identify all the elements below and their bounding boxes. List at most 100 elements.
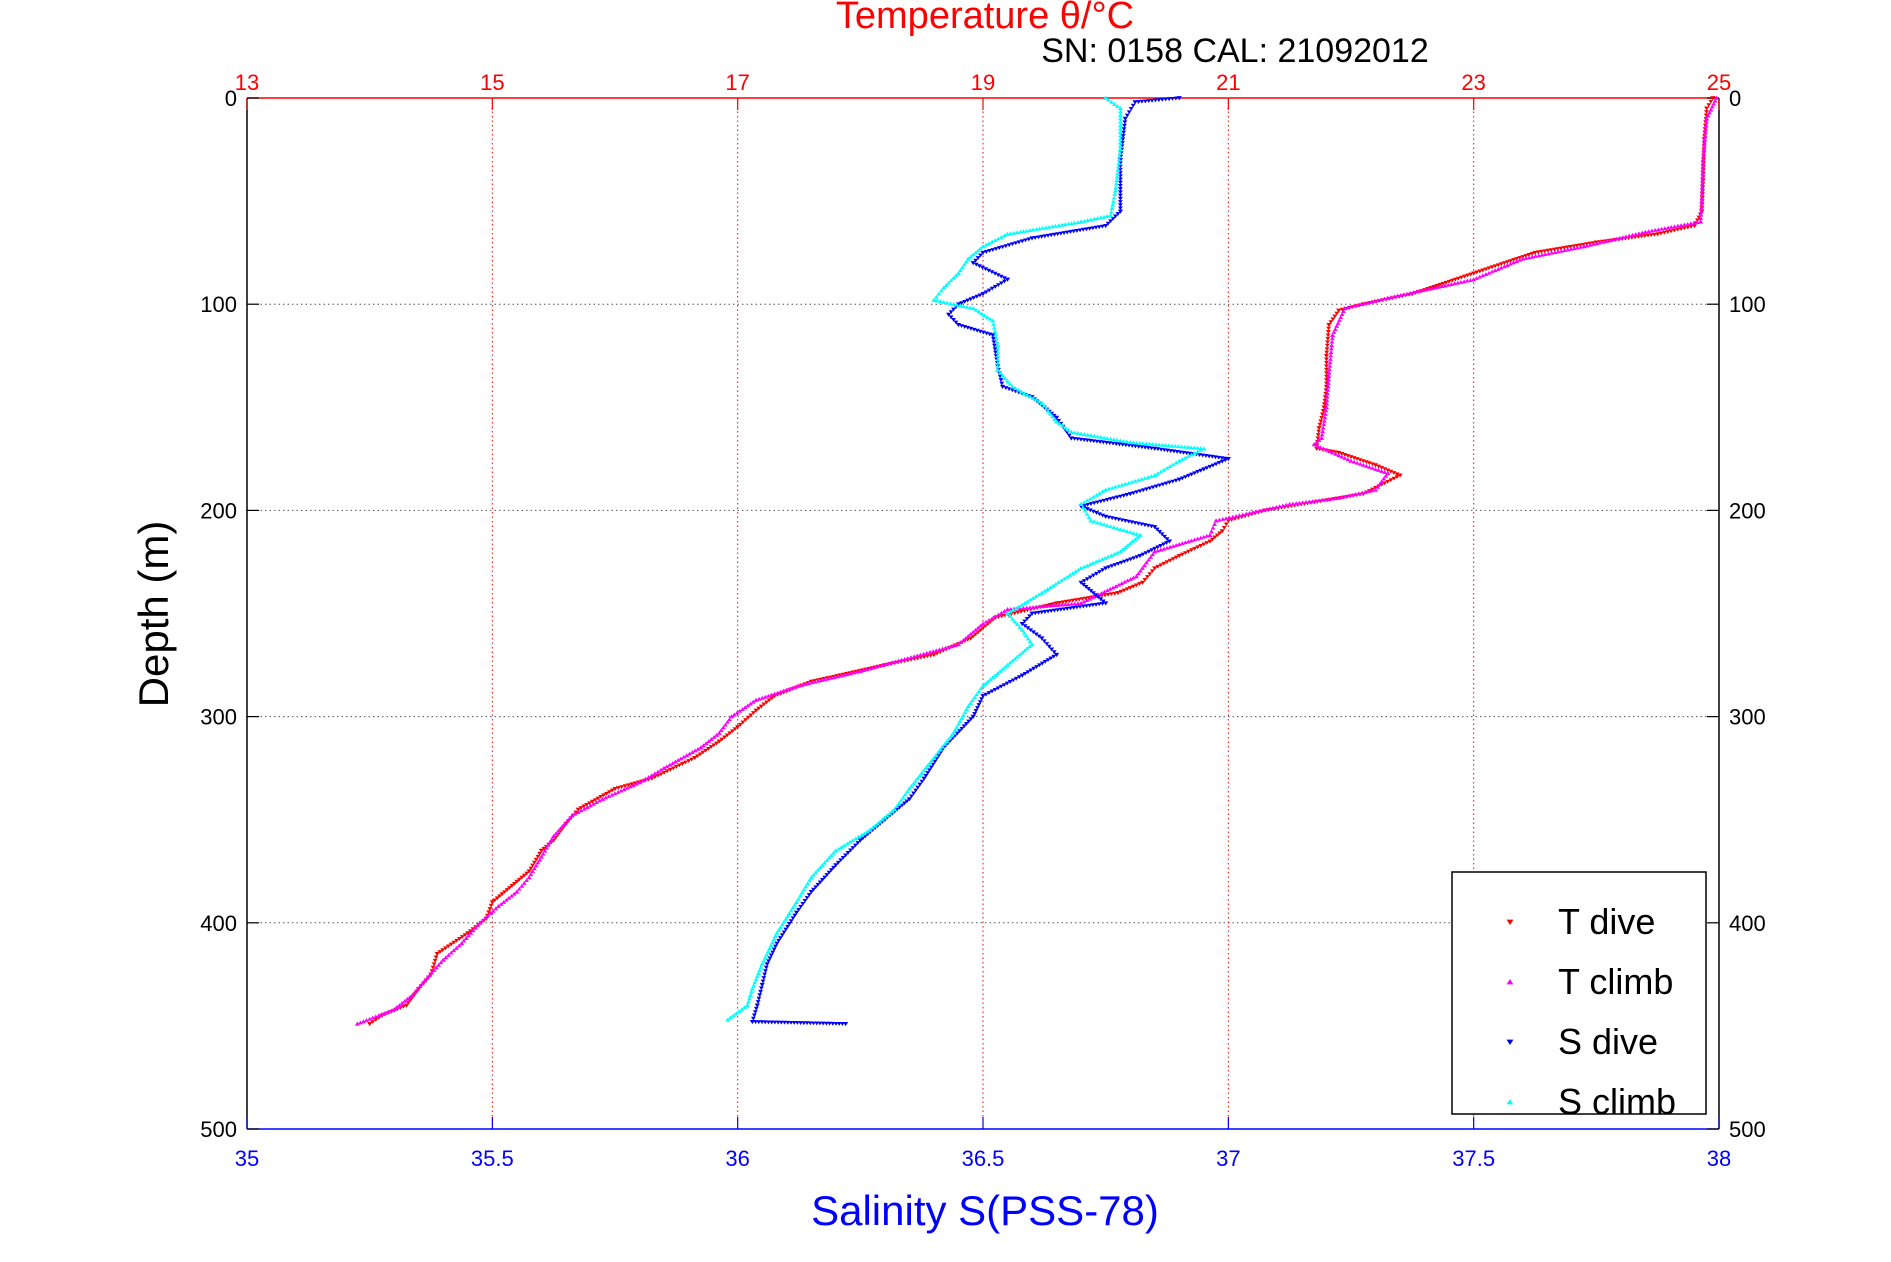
point-t-climb [1492, 268, 1498, 273]
point-t-dive [1440, 281, 1446, 286]
point-s-climb [960, 713, 966, 717]
point-t-climb [775, 690, 780, 695]
point-s-climb [919, 771, 925, 775]
point-t-dive [764, 700, 769, 705]
point-s-dive [827, 1021, 832, 1026]
point-t-climb [1713, 95, 1720, 100]
point-t-climb [1138, 568, 1143, 573]
point-s-climb [1069, 221, 1074, 226]
point-s-dive [973, 262, 979, 267]
point-t-climb [778, 689, 783, 694]
point-t-climb [361, 1019, 366, 1024]
point-s-dive [990, 248, 996, 252]
point-t-climb [1523, 256, 1529, 260]
series-s-climb [725, 95, 1207, 1022]
salinity-tick-label: 38 [1707, 1146, 1731, 1171]
point-t-dive [1706, 103, 1712, 108]
legend-marker-t-climb [1506, 978, 1514, 985]
point-s-climb [992, 238, 998, 242]
point-s-climb [1027, 228, 1033, 233]
point-t-climb [1161, 546, 1167, 551]
point-s-climb [759, 961, 765, 966]
point-t-climb [1414, 289, 1419, 294]
point-s-dive [986, 288, 992, 293]
point-t-dive [1351, 456, 1357, 460]
point-s-dive [995, 283, 1001, 288]
point-t-climb [1377, 482, 1383, 486]
point-t-climb [655, 769, 661, 774]
point-t-climb [1329, 339, 1335, 344]
point-s-climb [931, 297, 937, 302]
point-s-dive [836, 1022, 842, 1026]
point-s-climb [778, 925, 783, 930]
point-s-dive [987, 249, 992, 253]
point-t-climb [670, 761, 675, 766]
point-t-climb [1326, 497, 1332, 501]
point-s-dive [1128, 557, 1134, 562]
point-t-climb [1360, 462, 1366, 467]
point-t-climb [1287, 501, 1293, 507]
point-t-dive [1324, 350, 1330, 355]
point-s-climb [870, 825, 875, 830]
point-s-dive [919, 779, 925, 784]
point-s-climb [1172, 443, 1178, 448]
point-t-climb [832, 675, 837, 679]
point-t-dive [1149, 569, 1155, 574]
point-t-climb [750, 699, 756, 704]
point-t-climb [1505, 263, 1510, 267]
point-t-climb [417, 984, 423, 988]
point-t-climb [565, 818, 570, 823]
point-t-climb [451, 948, 457, 953]
point-s-dive [1029, 236, 1035, 241]
point-s-climb [1134, 440, 1139, 445]
point-t-climb [799, 682, 805, 687]
point-s-climb [1043, 225, 1049, 230]
point-t-climb [1319, 497, 1325, 502]
point-t-dive [465, 931, 471, 936]
point-s-climb [1117, 438, 1123, 443]
point-s-dive [1081, 582, 1086, 587]
point-t-dive [1133, 583, 1139, 588]
point-t-dive [538, 848, 544, 853]
point-s-climb [995, 343, 1001, 348]
point-t-climb [870, 665, 876, 670]
point-s-dive [1170, 479, 1176, 484]
point-t-climb [542, 848, 548, 853]
point-s-climb [1019, 650, 1025, 655]
point-t-climb [1362, 301, 1368, 306]
point-t-climb [1341, 309, 1346, 313]
point-t-dive [403, 1003, 410, 1008]
point-t-climb [615, 790, 621, 794]
point-t-climb [1601, 239, 1606, 244]
point-t-climb [1173, 543, 1179, 547]
point-t-climb [482, 915, 488, 920]
point-t-climb [1210, 525, 1216, 530]
point-s-climb [1064, 574, 1070, 579]
point-t-climb [1665, 225, 1671, 230]
point-s-climb [970, 698, 975, 703]
point-t-climb [1146, 557, 1151, 562]
point-t-climb [1128, 577, 1133, 581]
point-t-climb [1659, 226, 1665, 231]
point-t-climb [459, 941, 465, 946]
point-t-climb [1439, 284, 1445, 289]
point-t-climb [848, 671, 854, 676]
point-s-dive [782, 1020, 787, 1025]
point-t-climb [1327, 367, 1332, 372]
point-t-climb [456, 943, 462, 948]
point-t-dive [1124, 587, 1130, 592]
point-t-climb [822, 677, 828, 682]
point-t-dive [397, 1006, 403, 1011]
point-t-climb [1533, 254, 1539, 258]
point-t-climb [1329, 343, 1335, 348]
point-s-dive [995, 686, 1001, 691]
point-t-climb [1167, 544, 1173, 549]
point-s-climb [959, 716, 965, 720]
point-t-climb [466, 933, 471, 938]
point-t-climb [1223, 516, 1229, 521]
point-t-climb [1655, 227, 1661, 232]
point-t-climb [1186, 539, 1191, 544]
point-t-dive [697, 752, 703, 757]
point-s-dive [962, 299, 967, 304]
point-t-dive [1204, 541, 1210, 545]
